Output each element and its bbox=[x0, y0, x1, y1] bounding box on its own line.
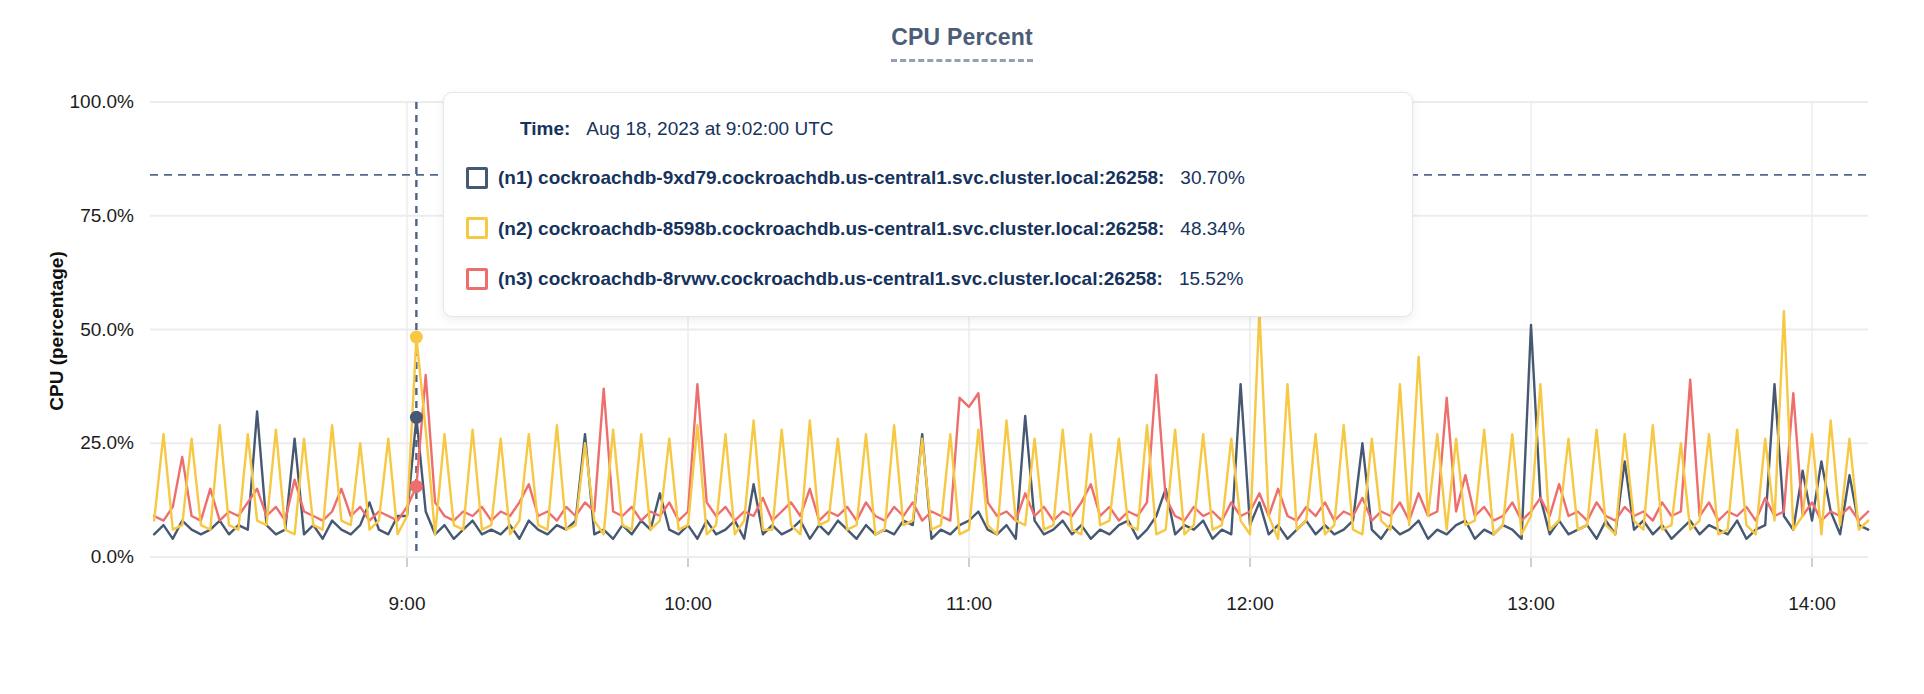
tooltip-time-row: Time: Aug 18, 2023 at 9:02:00 UTC bbox=[520, 119, 1382, 138]
y-axis-tick-label: 0.0% bbox=[22, 546, 134, 568]
y-axis-tick-label: 75.0% bbox=[22, 205, 134, 227]
tooltip-series-row-n3: (n3) cockroachdb-8rvwv.cockroachdb.us-ce… bbox=[466, 268, 1382, 290]
tooltip-series-value-n1: 30.70% bbox=[1180, 168, 1244, 187]
x-axis-tick-label: 11:00 bbox=[946, 593, 992, 615]
x-axis-tick-label: 14:00 bbox=[1788, 593, 1836, 615]
tooltip-series-label-n3: (n3) cockroachdb-8rvwv.cockroachdb.us-ce… bbox=[498, 269, 1163, 288]
legend-swatch-n2-icon bbox=[466, 217, 488, 239]
tooltip-series-value-n3: 15.52% bbox=[1179, 269, 1243, 288]
tooltip-series-label-n1: (n1) cockroachdb-9xd79.cockroachdb.us-ce… bbox=[498, 168, 1164, 187]
tooltip-series-row-n1: (n1) cockroachdb-9xd79.cockroachdb.us-ce… bbox=[466, 167, 1382, 189]
series-line-n2[interactable] bbox=[154, 311, 1868, 539]
x-axis-tick-label: 9:00 bbox=[389, 593, 426, 615]
tooltip-series-label-n2: (n2) cockroachdb-8598b.cockroachdb.us-ce… bbox=[498, 219, 1164, 238]
y-axis-tick-label: 25.0% bbox=[22, 432, 134, 454]
y-axis-tick-label: 50.0% bbox=[22, 319, 134, 341]
hover-point-n1 bbox=[410, 411, 423, 424]
tooltip-series-row-n2: (n2) cockroachdb-8598b.cockroachdb.us-ce… bbox=[466, 217, 1382, 239]
tooltip-time-value: Aug 18, 2023 at 9:02:00 UTC bbox=[586, 119, 833, 138]
x-axis-tick-label: 12:00 bbox=[1226, 593, 1274, 615]
legend-swatch-n3-icon bbox=[466, 268, 488, 290]
hover-point-n2 bbox=[410, 331, 423, 344]
chart-tooltip: Time: Aug 18, 2023 at 9:02:00 UTC (n1) c… bbox=[443, 92, 1413, 317]
y-axis-tick-label: 100.0% bbox=[22, 91, 134, 113]
tooltip-time-label: Time: bbox=[520, 119, 570, 138]
hover-point-n3 bbox=[410, 480, 423, 493]
legend-swatch-n1-icon bbox=[466, 167, 488, 189]
cpu-percent-chart-panel: CPU Percent CPU (percentage) 0.0%25.0%50… bbox=[0, 0, 1924, 694]
x-axis-tick-label: 13:00 bbox=[1507, 593, 1555, 615]
tooltip-series-value-n2: 48.34% bbox=[1180, 219, 1244, 238]
x-axis-tick-label: 10:00 bbox=[664, 593, 712, 615]
